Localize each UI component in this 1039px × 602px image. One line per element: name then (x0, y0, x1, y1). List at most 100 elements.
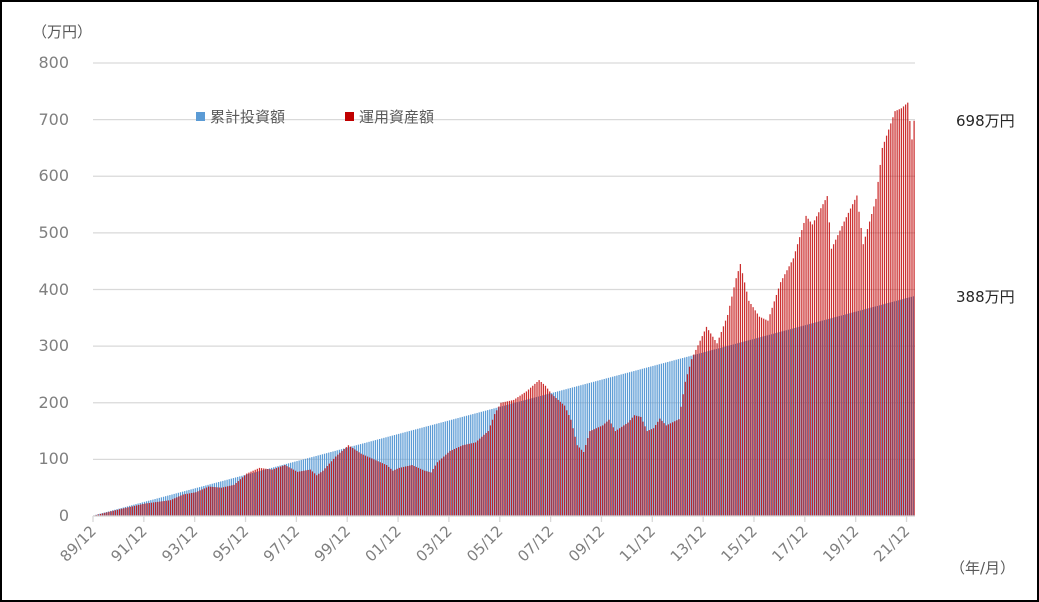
bar-assets (186, 493, 189, 516)
x-tick-label: 03/12 (412, 522, 455, 565)
bar-assets (167, 500, 169, 516)
x-axis: 89/12 91/12 93/12 95/12 97/12 99/12 01/12 03/12… (57, 515, 915, 565)
bar-assets (377, 461, 379, 516)
bar-assets (606, 421, 608, 516)
bar-assets (644, 426, 646, 516)
bar-assets (741, 273, 744, 516)
y-tick-label: 200 (38, 392, 69, 412)
x-tick-label: 15/12 (718, 522, 761, 565)
bar-assets (905, 104, 907, 517)
x-tick-label: 95/12 (209, 522, 252, 565)
bar-assets (256, 468, 258, 516)
bar-assets (754, 310, 756, 516)
bar-assets (203, 488, 206, 516)
bar-assets (432, 469, 434, 516)
y-tick-label: 100 (38, 449, 69, 469)
bar-assets (237, 481, 239, 516)
y-tick-label: 300 (38, 336, 69, 356)
bar-assets (447, 452, 449, 516)
bar-assets (191, 492, 193, 516)
bar-assets (373, 459, 375, 516)
x-tick-label: 05/12 (463, 522, 506, 565)
bar-assets (479, 438, 481, 516)
bar-assets (474, 442, 477, 516)
bar-assets (578, 447, 580, 516)
bar-assets (419, 468, 422, 516)
bar-assets (436, 462, 439, 516)
bar-assets (574, 436, 576, 516)
bar-assets (701, 336, 703, 516)
bar-assets (612, 427, 614, 516)
bar-assets (152, 502, 155, 516)
bar-assets (881, 147, 883, 516)
bar-assets (112, 510, 114, 516)
bar-assets (909, 121, 911, 517)
bar-assets (629, 420, 631, 516)
bar-assets (883, 141, 886, 516)
bar-assets (568, 415, 570, 516)
bar-assets (426, 471, 428, 516)
bar-assets (650, 429, 653, 516)
bar-assets (707, 330, 710, 516)
bar-assets (780, 282, 782, 516)
bar-assets (532, 385, 534, 516)
x-tick-label: 17/12 (768, 522, 811, 565)
bar-assets (746, 291, 748, 516)
x-tick-label: 93/12 (158, 522, 201, 565)
bar-assets (233, 484, 235, 516)
bar-assets (582, 452, 585, 516)
bar-assets (892, 117, 894, 516)
bar-assets (809, 221, 811, 517)
bar-assets (553, 396, 555, 516)
bar-assets (521, 394, 523, 516)
bar-assets (352, 448, 354, 516)
bar-assets (311, 471, 314, 516)
x-tick-label: 91/12 (107, 522, 150, 565)
bar-assets (455, 448, 458, 516)
bar-assets (748, 300, 750, 516)
bar-assets (381, 463, 383, 516)
bar-assets (390, 468, 392, 516)
bar-assets (214, 487, 216, 516)
bar-assets (576, 445, 578, 516)
bar-assets (763, 318, 765, 516)
bar-assets (566, 410, 568, 516)
bar-assets (852, 204, 854, 516)
bar-assets (150, 502, 153, 516)
bar-assets (608, 419, 610, 516)
bar-assets (504, 401, 506, 516)
bar-assets (496, 410, 498, 516)
bar-assets (871, 214, 873, 516)
x-tick-label: 13/12 (667, 522, 710, 565)
bar-assets (231, 485, 233, 516)
bar-assets (828, 222, 830, 517)
bar-assets (801, 230, 803, 516)
bar-assets (680, 406, 682, 516)
bar-assets (248, 472, 250, 516)
bar-assets (345, 447, 347, 516)
bar-assets (835, 239, 837, 517)
bar-assets (773, 301, 775, 516)
bar-assets (402, 466, 405, 516)
x-tick-label: 19/12 (819, 522, 862, 565)
bar-assets (907, 102, 909, 516)
bar-assets (737, 271, 739, 516)
bar-assets (157, 501, 159, 516)
bar-assets (818, 212, 820, 516)
bar-assets (288, 467, 290, 516)
y-axis-unit-label: （万円） (32, 23, 93, 41)
bar-assets (127, 507, 129, 516)
bar-assets (174, 498, 176, 516)
bar-assets (688, 366, 691, 516)
bar-assets (593, 429, 595, 516)
bar-assets (180, 495, 182, 516)
bar-assets (699, 340, 701, 516)
bar-assets (470, 443, 472, 516)
x-tick-label: 01/12 (362, 522, 405, 565)
bar-assets (595, 428, 597, 516)
bar-assets (826, 196, 828, 516)
bar-assets (449, 450, 451, 516)
bar-assets (252, 470, 254, 516)
bar-assets (318, 473, 320, 516)
